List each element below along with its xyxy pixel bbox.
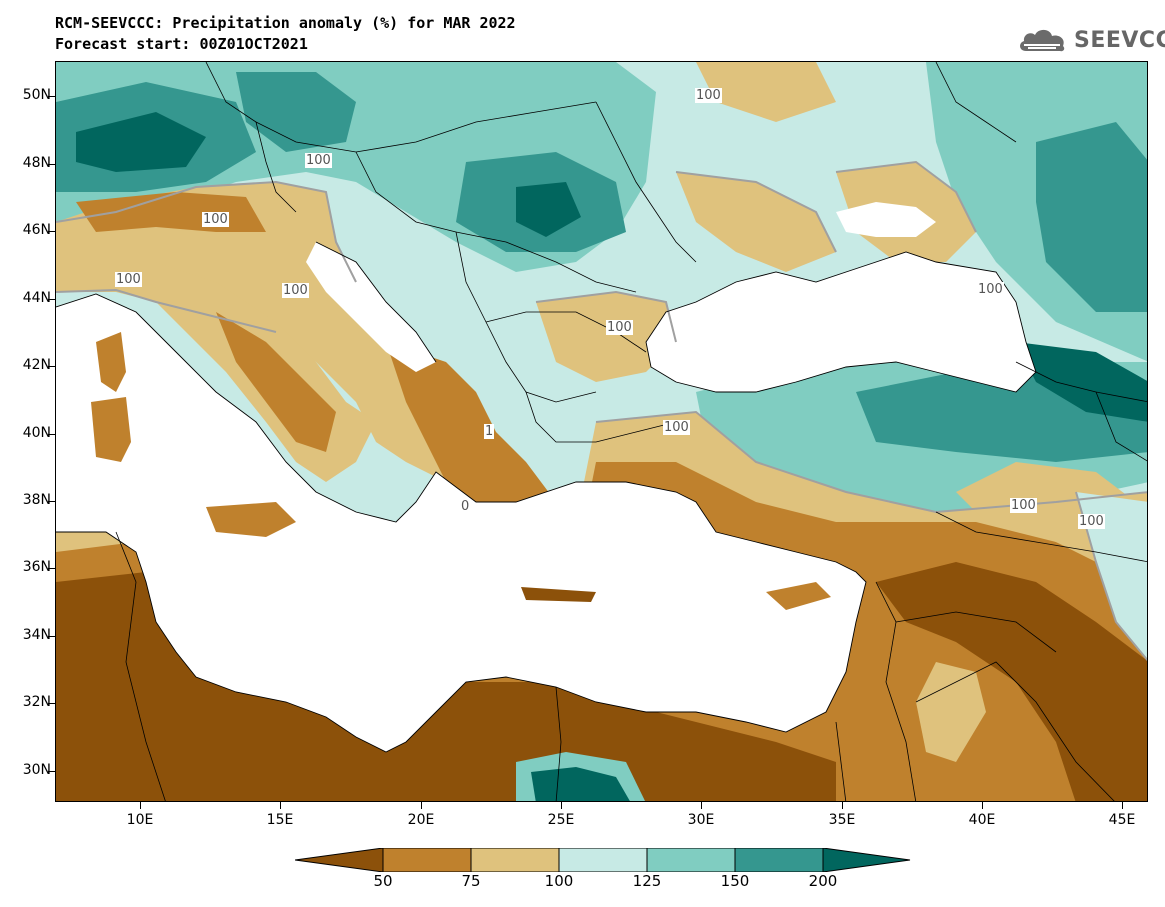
colorbar xyxy=(294,847,911,876)
lon-label-35e: 35E xyxy=(828,812,856,828)
map-title: RCM-SEEVCCC: Precipitation anomaly (%) f… xyxy=(55,14,516,32)
region-wet-iran-border xyxy=(1076,492,1147,660)
contour-label: 100 xyxy=(282,283,309,298)
sea-of-azov xyxy=(836,202,936,237)
colorbar-segment-125-150 xyxy=(646,847,736,873)
contour-100-lines xyxy=(56,160,1147,662)
lat-tick xyxy=(48,771,55,772)
adriatic-sea xyxy=(306,242,436,372)
cloud-icon xyxy=(1020,29,1065,52)
lat-label-48n: 48N xyxy=(22,155,51,171)
region-very-dry-greece xyxy=(386,342,556,542)
region-extreme-wet-alps xyxy=(76,112,206,172)
lat-label-32n: 32N xyxy=(22,694,51,710)
sardinia-island xyxy=(91,397,131,462)
colorbar-segment-lt50 xyxy=(294,847,384,873)
black-sea xyxy=(646,252,1036,392)
colorbar-label-100: 100 xyxy=(544,872,574,890)
region-extreme-wet-libya xyxy=(531,767,630,801)
lon-label-45e: 45E xyxy=(1108,812,1136,828)
lon-tick xyxy=(421,802,422,809)
lat-tick xyxy=(48,164,55,165)
lon-tick xyxy=(982,802,983,809)
lon-tick xyxy=(140,802,141,809)
lat-tick xyxy=(48,636,55,637)
lat-label-40n: 40N xyxy=(22,425,51,441)
colorbar-segment-gt200 xyxy=(822,847,911,873)
lon-tick xyxy=(701,802,702,809)
colorbar-label-200: 200 xyxy=(808,872,838,890)
colorbar-segment-100-125 xyxy=(558,847,648,873)
lon-label-15e: 15E xyxy=(266,812,294,828)
cyprus-island xyxy=(766,582,831,610)
lat-label-46n: 46N xyxy=(22,222,51,238)
lat-label-50n: 50N xyxy=(22,87,51,103)
colorbar-label-50: 50 xyxy=(373,872,393,890)
lon-label-10e: 10E xyxy=(126,812,154,828)
country-borders xyxy=(115,62,1147,801)
lon-label-30e: 30E xyxy=(687,812,715,828)
region-dry-ukraine-coast xyxy=(676,172,836,272)
contour-label: 100 xyxy=(977,282,1004,297)
contour-label: 100 xyxy=(695,88,722,103)
contour-label: 100 xyxy=(1078,514,1105,529)
colorbar-label-150: 150 xyxy=(720,872,750,890)
lat-tick xyxy=(48,366,55,367)
lon-tick xyxy=(842,802,843,809)
colorbar-segment-50-75 xyxy=(382,847,472,873)
sicily-island xyxy=(206,502,296,537)
contour-label: 100 xyxy=(115,272,142,287)
lat-tick xyxy=(48,96,55,97)
colorbar-label-75: 75 xyxy=(461,872,481,890)
region-dry-alps-balkans xyxy=(56,182,476,482)
lat-label-38n: 38N xyxy=(22,492,51,508)
contour-label: 1 xyxy=(484,424,495,439)
lon-label-20e: 20E xyxy=(407,812,435,828)
colorbar-segment-150-200 xyxy=(734,847,824,873)
lat-label-34n: 34N xyxy=(22,627,51,643)
forecast-start-subtitle: Forecast start: 00Z01OCT2021 xyxy=(55,35,308,53)
region-very-wet-central xyxy=(236,72,356,152)
lat-tick xyxy=(48,568,55,569)
contour-label: 100 xyxy=(606,320,633,335)
region-extreme-wet-carpathian xyxy=(516,182,581,237)
colorbar-segment-75-100 xyxy=(470,847,560,873)
contour-label: 100 xyxy=(1010,498,1037,513)
colorbar-svg xyxy=(294,847,911,873)
lon-tick xyxy=(1122,802,1123,809)
colorbar-label-125: 125 xyxy=(632,872,662,890)
lat-tick xyxy=(48,434,55,435)
lat-tick xyxy=(48,299,55,300)
region-very-wet-caucasus-north xyxy=(1036,122,1147,312)
lon-label-40e: 40E xyxy=(968,812,996,828)
region-extreme-dry-levant xyxy=(876,562,1147,801)
contour-label: 100 xyxy=(305,153,332,168)
contour-label: 100 xyxy=(663,420,690,435)
contour-label: 100 xyxy=(202,212,229,227)
region-extreme-wet-caucasus xyxy=(1016,342,1147,422)
region-very-dry-italy xyxy=(216,312,336,452)
contour-label: 0 xyxy=(460,499,471,514)
lat-tick xyxy=(48,703,55,704)
lat-label-44n: 44N xyxy=(22,290,51,306)
crete-island xyxy=(521,587,596,602)
lat-label-36n: 36N xyxy=(22,559,51,575)
lat-tick xyxy=(48,501,55,502)
lon-label-25e: 25E xyxy=(547,812,575,828)
lon-tick xyxy=(561,802,562,809)
region-dry-north xyxy=(696,62,836,122)
lat-label-42n: 42N xyxy=(22,357,51,373)
region-dry-jordan xyxy=(916,662,986,762)
mediterranean-sea xyxy=(56,294,866,752)
region-dry-bulgaria xyxy=(536,292,676,382)
lat-label-30n: 30N xyxy=(22,762,51,778)
lat-tick xyxy=(48,231,55,232)
anomaly-map xyxy=(55,61,1148,802)
corsica-island xyxy=(96,332,126,392)
logo-text: SEEVCCC xyxy=(1074,27,1165,53)
lon-tick xyxy=(280,802,281,809)
seevccc-logo: SEEVCCC xyxy=(1016,22,1165,58)
coastlines xyxy=(56,241,1037,753)
map-canvas xyxy=(56,62,1147,801)
